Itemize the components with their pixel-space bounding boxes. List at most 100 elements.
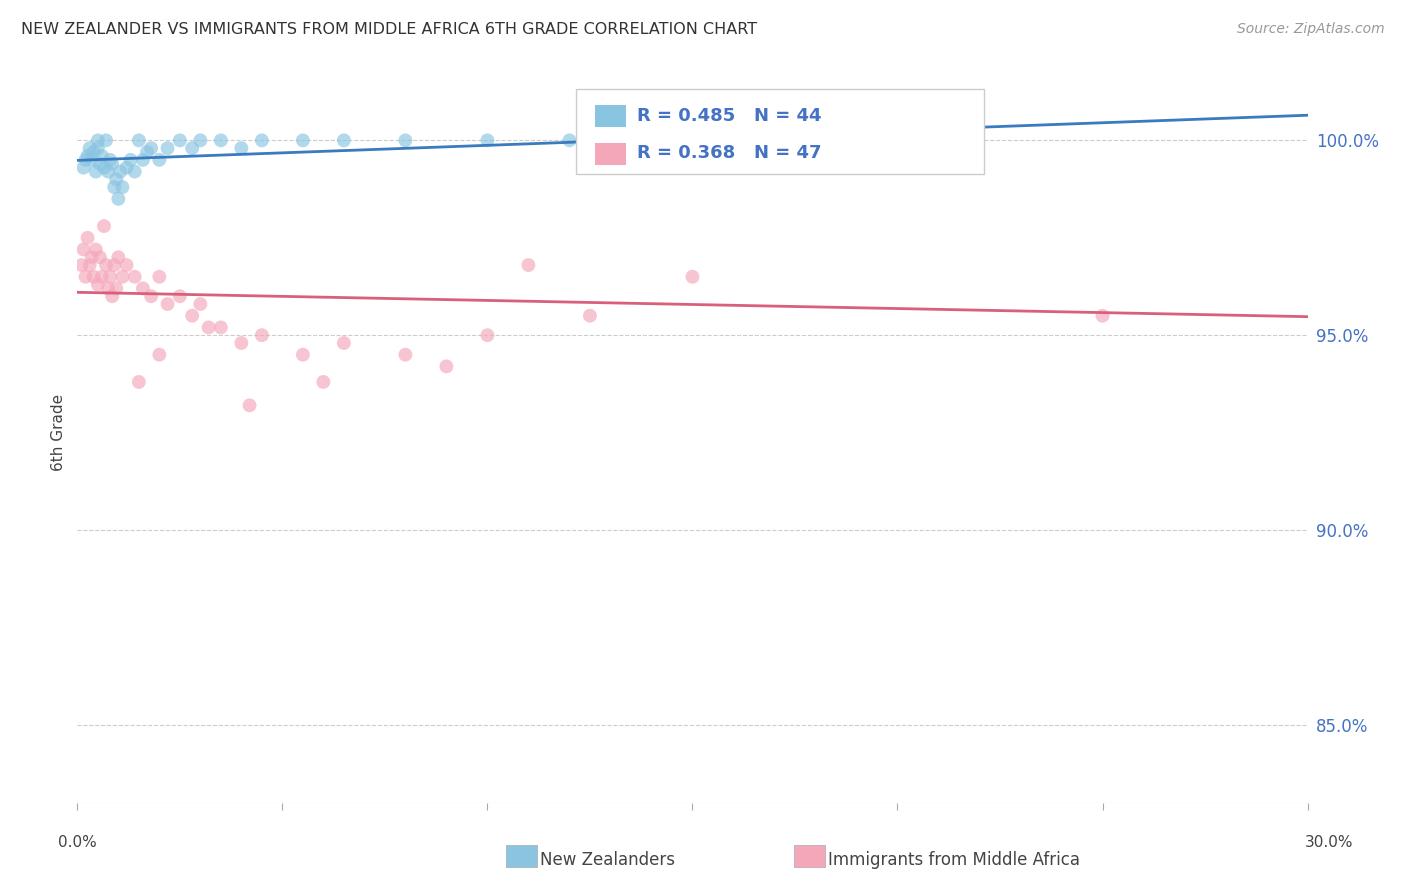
Point	[804, 133, 827, 147]
Point	[76, 149, 98, 163]
Point	[231, 336, 253, 351]
Point	[79, 141, 101, 155]
Point	[436, 359, 458, 374]
Point	[188, 297, 212, 311]
Point	[103, 180, 125, 194]
Point	[682, 133, 704, 147]
Point	[333, 133, 356, 147]
Text: R = 0.368   N = 47: R = 0.368 N = 47	[637, 145, 821, 162]
Point	[141, 141, 163, 155]
Point	[72, 161, 94, 175]
Y-axis label: 6th Grade: 6th Grade	[51, 394, 66, 471]
Point	[181, 309, 204, 323]
Point	[291, 133, 314, 147]
Point	[90, 149, 114, 163]
Text: 0.0%: 0.0%	[58, 836, 97, 850]
Text: R = 0.485   N = 44: R = 0.485 N = 44	[637, 106, 821, 125]
Point	[75, 153, 97, 167]
Point	[141, 289, 163, 303]
Point	[558, 133, 581, 147]
Point	[148, 269, 170, 284]
Point	[84, 164, 107, 178]
Point	[128, 375, 150, 389]
Point	[209, 133, 232, 147]
Point	[312, 375, 335, 389]
Point	[94, 258, 117, 272]
Point	[70, 258, 93, 272]
Point	[93, 219, 115, 233]
Point	[107, 250, 129, 264]
Point	[111, 180, 134, 194]
Point	[928, 133, 950, 147]
Point	[94, 133, 117, 147]
Point	[128, 133, 150, 147]
Text: 30.0%: 30.0%	[1305, 836, 1353, 850]
Point	[124, 269, 146, 284]
Point	[124, 164, 146, 178]
Point	[682, 269, 704, 284]
Point	[132, 153, 155, 167]
Point	[97, 281, 120, 295]
Point	[76, 231, 98, 245]
Point	[291, 348, 314, 362]
Point	[120, 153, 142, 167]
Point	[110, 164, 132, 178]
Point	[84, 243, 107, 257]
Point	[97, 164, 120, 178]
Text: New Zealanders: New Zealanders	[540, 851, 675, 869]
Point	[188, 133, 212, 147]
Point	[825, 133, 848, 147]
Point	[89, 157, 111, 171]
Point	[477, 328, 499, 343]
Point	[136, 145, 159, 159]
Point	[477, 133, 499, 147]
Point	[87, 133, 110, 147]
Point	[80, 250, 103, 264]
Point	[89, 250, 111, 264]
Text: Source: ZipAtlas.com: Source: ZipAtlas.com	[1237, 22, 1385, 37]
Point	[101, 157, 124, 171]
Point	[517, 258, 540, 272]
Point	[87, 277, 110, 292]
Point	[98, 153, 121, 167]
Point	[93, 161, 115, 175]
Point	[98, 269, 121, 284]
Point	[83, 145, 105, 159]
Point	[105, 281, 128, 295]
Point	[181, 141, 204, 155]
Point	[231, 141, 253, 155]
Point	[148, 153, 170, 167]
Point	[148, 348, 170, 362]
Point	[87, 141, 110, 155]
Point	[105, 172, 128, 186]
Point	[115, 258, 138, 272]
Point	[579, 309, 602, 323]
Point	[79, 258, 101, 272]
Point	[103, 258, 125, 272]
Point	[209, 320, 232, 334]
Point	[169, 289, 191, 303]
Text: NEW ZEALANDER VS IMMIGRANTS FROM MIDDLE AFRICA 6TH GRADE CORRELATION CHART: NEW ZEALANDER VS IMMIGRANTS FROM MIDDLE …	[21, 22, 758, 37]
Point	[90, 269, 114, 284]
Point	[101, 289, 124, 303]
Point	[394, 348, 416, 362]
Point	[80, 153, 103, 167]
Point	[250, 328, 273, 343]
Point	[239, 398, 262, 412]
Point	[156, 141, 179, 155]
Point	[333, 336, 356, 351]
Point	[169, 133, 191, 147]
Point	[111, 269, 134, 284]
Point	[132, 281, 155, 295]
Point	[394, 133, 416, 147]
Point	[115, 161, 138, 175]
Point	[72, 243, 94, 257]
Point	[197, 320, 219, 334]
Point	[75, 269, 97, 284]
Text: Immigrants from Middle Africa: Immigrants from Middle Africa	[828, 851, 1080, 869]
Point	[1091, 309, 1114, 323]
Point	[156, 297, 179, 311]
Point	[250, 133, 273, 147]
Point	[107, 192, 129, 206]
Point	[83, 269, 105, 284]
